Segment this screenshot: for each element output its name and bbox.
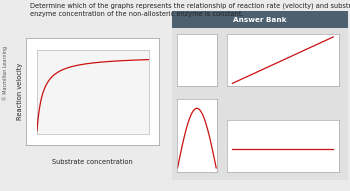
Y-axis label: Reaction velocity: Reaction velocity: [18, 63, 23, 120]
Text: © Macmillan Learning: © Macmillan Learning: [3, 45, 8, 100]
Text: Answer Bank: Answer Bank: [233, 17, 287, 23]
Text: Substrate concentration: Substrate concentration: [52, 159, 133, 164]
Text: Determine which of the graphs represents the relationship of reaction rate (velo: Determine which of the graphs represents…: [30, 3, 350, 17]
